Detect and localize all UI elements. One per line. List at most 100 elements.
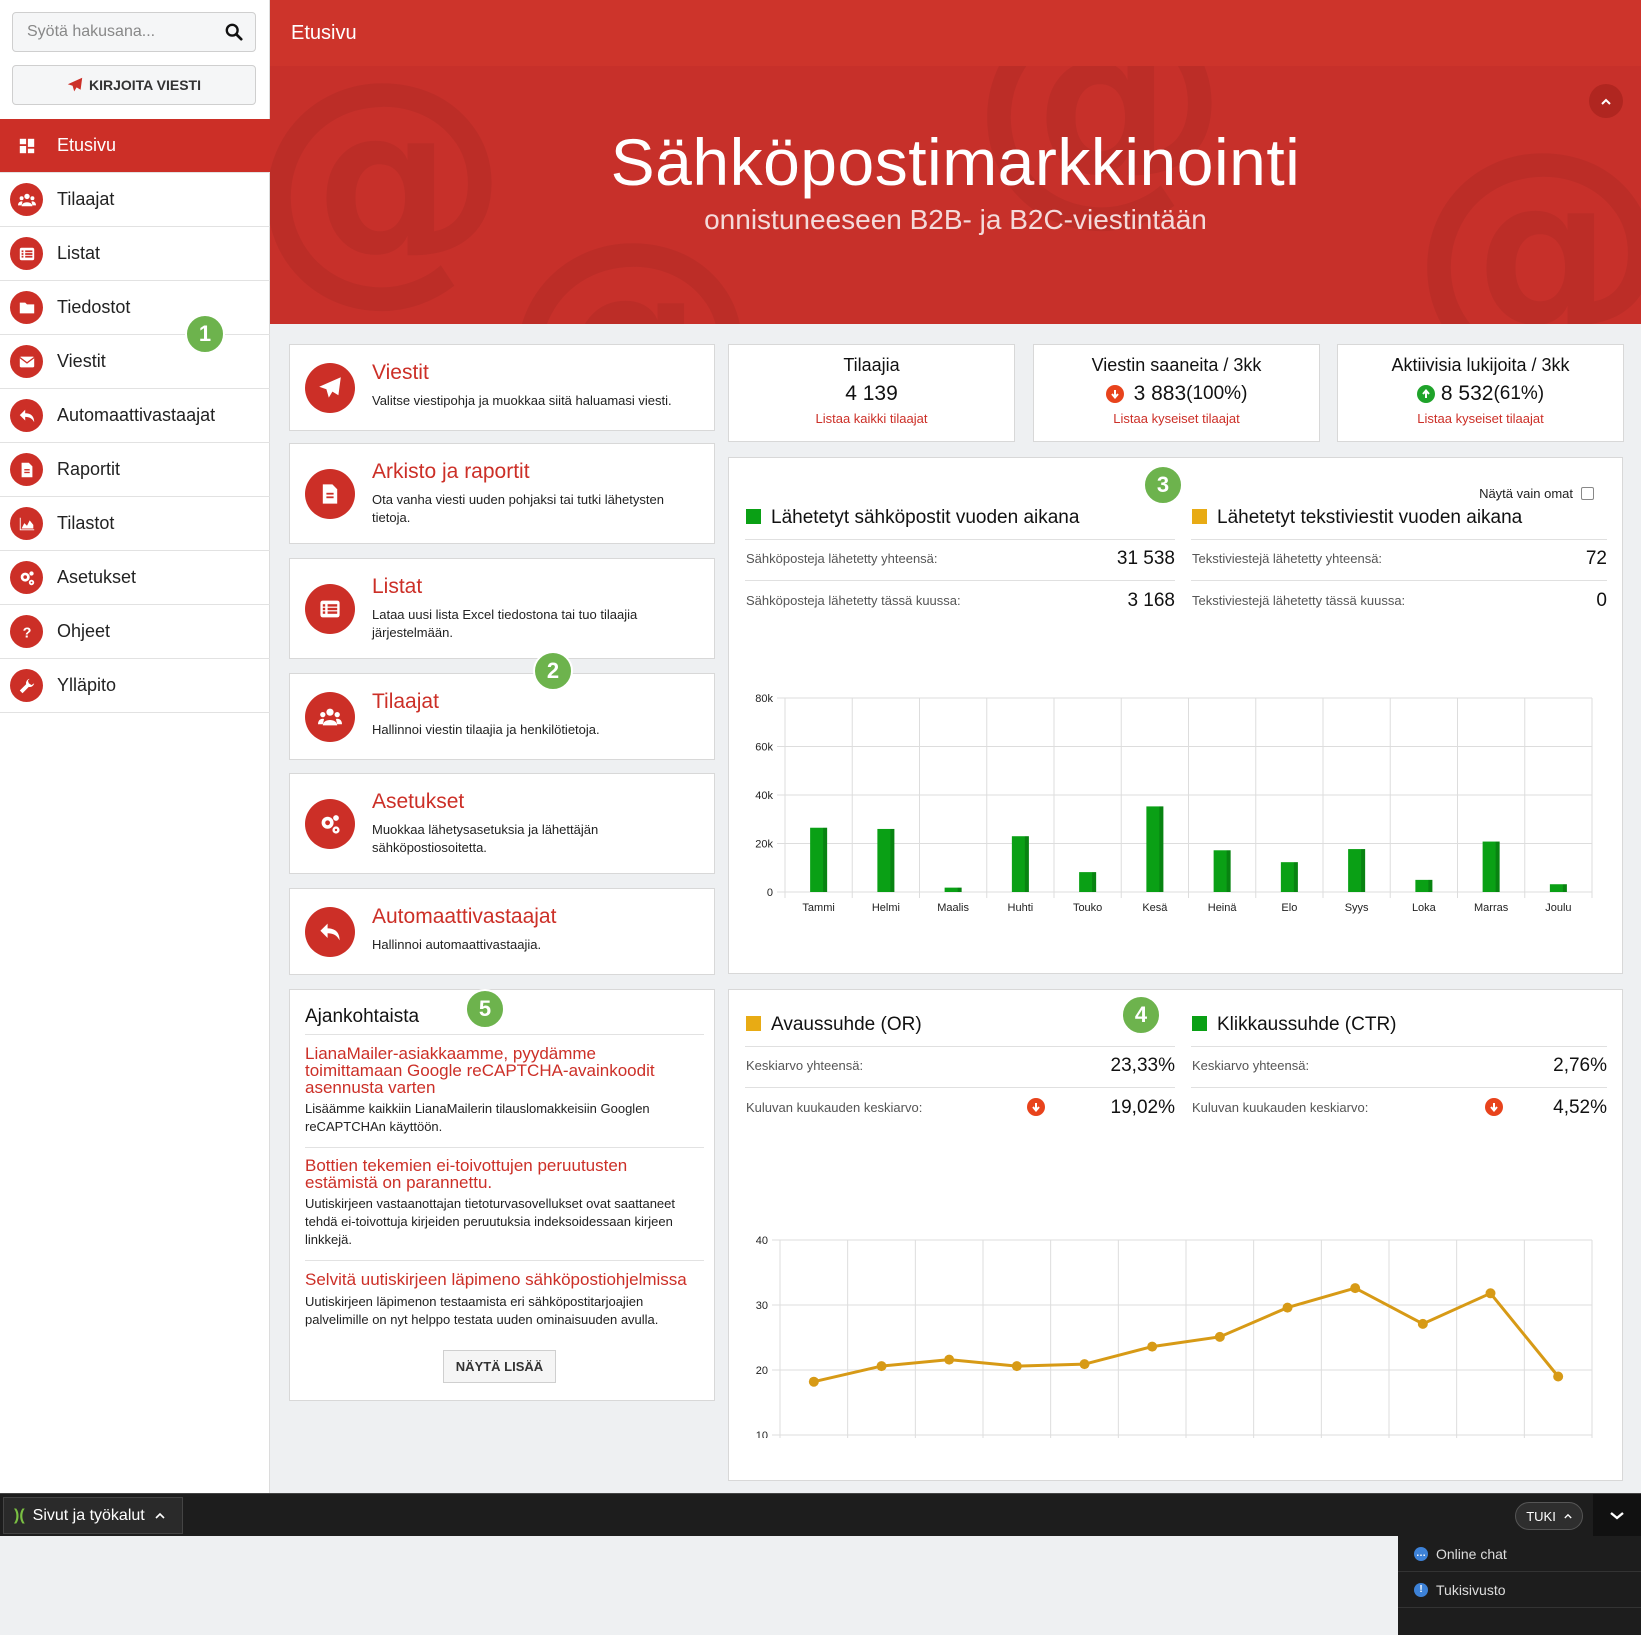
arrow-down-icon	[1105, 385, 1124, 403]
list-all-subscribers-link[interactable]: Listaa kaikki tilaajat	[815, 411, 928, 426]
sidebar-item-raportit[interactable]: Raportit	[0, 443, 270, 497]
data-point-huhti	[1011, 1361, 1022, 1372]
reply-icon	[10, 399, 43, 432]
or-series-title: Avaussuhde (OR)	[771, 1014, 922, 1035]
action-card-viestit[interactable]: Viestit Valitse viestipohja ja muokkaa si…	[289, 344, 715, 431]
search-input[interactable]	[13, 13, 213, 51]
annotation-badge: 4	[1121, 995, 1161, 1035]
stat-value: 4 139	[845, 382, 898, 405]
sidebar-item-tilaajat[interactable]: Tilaajat	[0, 173, 270, 227]
online-chat-menu-item[interactable]: … Online chat	[1398, 1536, 1641, 1572]
data-point-kesä	[1147, 1341, 1158, 1352]
support-site-menu-item[interactable]: ! Tukisivusto	[1398, 1572, 1641, 1608]
support-menu: … Online chat ! Tukisivusto	[1398, 1536, 1641, 1635]
data-point-syys	[1350, 1283, 1361, 1294]
bar-joulu	[1549, 884, 1567, 892]
sidebar-item-viestit[interactable]: Viestit	[0, 335, 270, 389]
sidebar-item-ohjeet[interactable]: ? Ohjeet	[0, 605, 270, 659]
list-icon	[10, 237, 43, 270]
email-total-value: 31 538	[1116, 548, 1175, 569]
news-item-title[interactable]: LianaMailer-asiakkaamme, pyydämme toimit…	[305, 1044, 655, 1097]
x-tick-label: Loka	[1412, 902, 1437, 914]
data-point-tammi	[808, 1376, 819, 1387]
show-more-button[interactable]: NÄYTÄ LISÄÄ	[443, 1350, 556, 1383]
sms-month-value: 0	[1596, 590, 1607, 611]
list-recipients-link[interactable]: Listaa kyseiset tilaajat	[1113, 411, 1240, 426]
list-active-readers-link[interactable]: Listaa kyseiset tilaajat	[1417, 411, 1544, 426]
action-card-desc: Lataa uusi lista Excel tiedostona tai tu…	[372, 607, 638, 640]
show-own-only-checkbox[interactable]	[1581, 487, 1594, 500]
series-line-0	[813, 1286, 1560, 1384]
y-tick-label: 10	[756, 1430, 768, 1438]
pages-and-tools-label: Sivut ja työkalut	[32, 1506, 145, 1524]
sidebar-item-etusivu[interactable]: Etusivu	[0, 119, 270, 173]
list-icon	[305, 583, 355, 634]
bottom-toolbar: )( Sivut ja työkalut TUKI	[0, 1493, 1641, 1537]
x-tick-label: Helmi	[872, 902, 900, 914]
chevron-down-icon	[1610, 1512, 1624, 1520]
stat-active-readers: Aktiivisia lukijoita / 3kk 8 532 (61%) Li…	[1337, 344, 1624, 442]
sidebar-item-asetukset[interactable]: Asetukset	[0, 551, 270, 605]
stat-percent: (61%)	[1493, 383, 1545, 404]
show-own-only-toggle[interactable]: Näytä vain omat	[1479, 486, 1594, 501]
sidebar-item-listat[interactable]: Listat	[0, 227, 270, 281]
folder-icon	[10, 291, 43, 324]
sidebar-item-tilastot[interactable]: Tilastot	[0, 497, 270, 551]
legend-swatch-ctr	[1192, 1016, 1207, 1031]
sidebar-item-label: Etusivu	[57, 135, 117, 155]
stat-label: Viestin saaneita / 3kk	[1091, 355, 1262, 375]
stat-percent: (100%)	[1186, 383, 1248, 404]
write-message-button[interactable]: KIRJOITA VIESTI	[12, 65, 256, 105]
y-tick-label: 0	[767, 887, 773, 899]
search-icon[interactable]	[225, 23, 243, 41]
support-button[interactable]: TUKI	[1515, 1502, 1583, 1530]
action-card-tilaajat[interactable]: Tilaajat Hallinnoi viestin tilaajia ja he…	[289, 673, 715, 760]
news-item-title[interactable]: Bottien tekemien ei-toivottujen peruutus…	[305, 1156, 628, 1192]
file-icon	[305, 468, 355, 519]
action-card-automaattivastaajat[interactable]: Automaattivastaajat Hallinnoi automaattiv…	[289, 888, 715, 975]
sms-series-heading: Lähetetyt tekstiviestit vuoden aikana	[1192, 507, 1522, 529]
sidebar-item-tiedostot[interactable]: Tiedostot	[0, 281, 270, 335]
bar-marras	[1482, 841, 1500, 892]
envelope-icon	[10, 345, 43, 378]
gears-icon	[10, 561, 43, 594]
support-label: TUKI	[1526, 1508, 1556, 1524]
y-tick-label: 40k	[755, 790, 773, 802]
collapse-toolbar-button[interactable]	[1593, 1494, 1641, 1537]
or-month-value: 19,02%	[1110, 1097, 1175, 1118]
sms-month-label: Tekstiviestejä lähetetty tässä kuussa:	[1192, 593, 1406, 608]
ctr-month-value: 4,52%	[1553, 1097, 1607, 1118]
online-chat-label: Online chat	[1436, 1545, 1507, 1562]
action-card-arkisto-ja-raportit[interactable]: Arkisto ja raportit Ota vanha viesti uude…	[289, 443, 715, 544]
action-card-title: Arkisto ja raportit	[372, 460, 530, 483]
data-point-touko	[1079, 1359, 1090, 1370]
bar-shade	[1562, 884, 1567, 892]
gears-icon	[305, 798, 355, 849]
area-chart-icon	[10, 507, 43, 540]
bar-shade	[1159, 806, 1164, 892]
action-card-title: Listat	[372, 575, 423, 598]
show-own-only-label: Näytä vain omat	[1479, 486, 1573, 501]
file-icon	[10, 453, 43, 486]
hero-title: Sähköpostimarkkinointi	[610, 125, 1301, 199]
bar-touko	[1079, 872, 1097, 892]
collapse-hero-button[interactable]	[1589, 84, 1623, 118]
x-tick-label: Kesä	[1142, 902, 1168, 914]
pages-and-tools-button[interactable]: )( Sivut ja työkalut	[3, 1497, 183, 1534]
action-card-desc: Muokkaa lähetysasetuksia ja lähettäjän s…	[372, 822, 599, 855]
hero-subtitle: onnistuneeseen B2B- ja B2C-viestintään	[704, 204, 1207, 235]
sidebar-item-label: Ohjeet	[57, 621, 111, 641]
bar-shade	[1293, 862, 1298, 892]
action-card-listat[interactable]: Listat Lataa uusi lista Excel tiedostona …	[289, 558, 715, 659]
page-title: Etusivu	[291, 22, 357, 44]
sidebar-item-automaattivastaajat[interactable]: Automaattivastaajat	[0, 389, 270, 443]
sidebar-item-yll-pito[interactable]: Ylläpito	[0, 659, 270, 713]
stat-label: Tilaajia	[843, 355, 900, 375]
action-card-asetukset[interactable]: Asetukset Muokkaa lähetysasetuksia ja läh…	[289, 773, 715, 874]
or-avg-value: 23,33%	[1110, 1055, 1175, 1076]
action-card-title: Tilaajat	[372, 690, 439, 713]
news-item-title[interactable]: Selvitä uutiskirjeen läpimeno sähköposti…	[305, 1270, 687, 1289]
sms-series-title: Lähetetyt tekstiviestit vuoden aikana	[1217, 507, 1523, 528]
annotation-badge: 3	[1143, 465, 1183, 505]
sidebar-item-label: Viestit	[57, 351, 106, 371]
